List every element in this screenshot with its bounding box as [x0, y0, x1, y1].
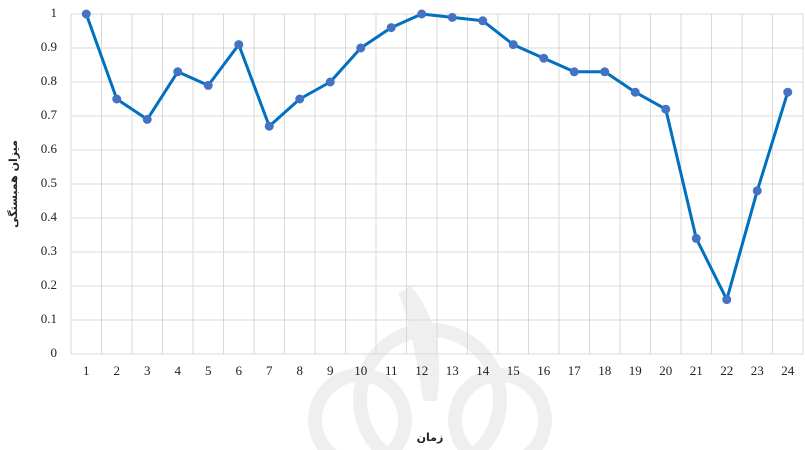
y-tick-label: 0.8	[41, 73, 57, 88]
y-axis-title: میزان همبستگی	[7, 140, 20, 228]
x-tick-label: 10	[354, 363, 367, 378]
x-tick-label: 9	[327, 363, 334, 378]
x-tick-label: 15	[507, 363, 520, 378]
x-tick-label: 1	[83, 363, 90, 378]
data-point	[173, 67, 183, 77]
x-tick-label: 2	[114, 363, 121, 378]
data-point	[783, 87, 793, 97]
data-point	[142, 114, 152, 124]
data-point	[81, 9, 91, 19]
x-tick-label: 5	[205, 363, 212, 378]
y-tick-label: 0.9	[41, 39, 57, 54]
x-tick-label: 16	[537, 363, 551, 378]
y-tick-label: 0.7	[41, 107, 58, 122]
data-point	[417, 9, 427, 19]
data-point	[600, 67, 610, 77]
y-tick-label: 0.1	[41, 311, 57, 326]
x-tick-label: 19	[629, 363, 642, 378]
data-point	[508, 40, 518, 50]
data-point	[691, 233, 701, 243]
x-tick-label: 23	[751, 363, 764, 378]
x-tick-label: 21	[690, 363, 703, 378]
x-tick-label: 22	[720, 363, 733, 378]
y-tick-label: 0.5	[41, 175, 57, 190]
x-tick-label: 4	[175, 363, 182, 378]
x-tick-label: 20	[659, 363, 672, 378]
data-point	[203, 80, 213, 90]
data-point	[661, 104, 671, 114]
data-point	[234, 40, 244, 50]
data-point	[264, 121, 274, 131]
y-tick-label: 0.2	[41, 277, 57, 292]
x-tick-label: 8	[297, 363, 304, 378]
data-point	[386, 23, 396, 33]
x-tick-label: 12	[415, 363, 428, 378]
y-tick-label: 0.4	[41, 209, 58, 224]
data-point	[356, 43, 366, 53]
data-point	[569, 67, 579, 77]
data-point	[295, 94, 305, 104]
data-point	[722, 295, 732, 305]
x-tick-label: 17	[568, 363, 582, 378]
x-tick-label: 24	[781, 363, 795, 378]
x-tick-label: 6	[236, 363, 243, 378]
y-tick-label: 1	[51, 5, 58, 20]
y-tick-label: 0	[51, 345, 58, 360]
data-point	[447, 12, 457, 22]
x-axis-title: زمان	[417, 431, 444, 444]
x-tick-label: 7	[266, 363, 273, 378]
y-tick-label: 0.6	[41, 141, 58, 156]
data-point	[325, 77, 335, 87]
x-tick-label: 11	[385, 363, 398, 378]
watermark	[308, 285, 552, 450]
x-tick-label: 14	[476, 363, 490, 378]
x-tick-label: 18	[598, 363, 611, 378]
data-point	[752, 186, 762, 196]
data-point	[539, 53, 549, 63]
line-series	[84, 12, 790, 302]
data-point	[112, 94, 122, 104]
x-tick-label: 3	[144, 363, 151, 378]
data-point	[630, 87, 640, 97]
data-point	[478, 16, 488, 26]
x-tick-label: 13	[446, 363, 459, 378]
y-tick-label: 0.3	[41, 243, 57, 258]
